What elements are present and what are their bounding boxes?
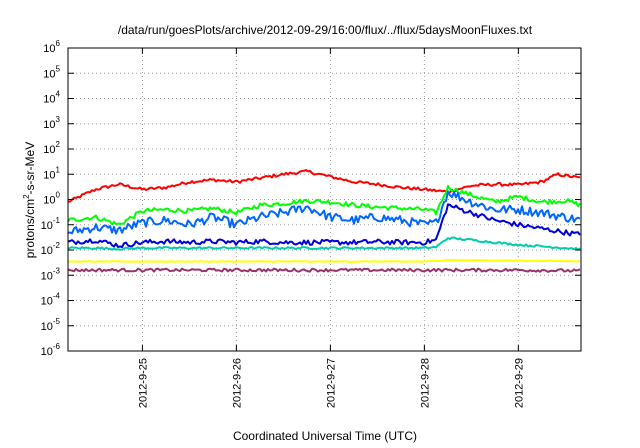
y-tick-label: 103	[43, 115, 60, 131]
y-tick-exponent: 0	[56, 191, 61, 200]
y-tick-exponent: 3	[56, 115, 61, 124]
y-tick-label: 102	[43, 140, 60, 156]
y-tick-exponent: -4	[53, 292, 61, 301]
chart-title: /data/run/goesPlots/archive/2012-09-29/1…	[118, 23, 533, 37]
series-line	[67, 258, 581, 263]
y-tick-base: 10	[41, 296, 53, 308]
y-axis-label-suffix: -s-sr-MeV	[23, 142, 37, 195]
y-tick-label: 10-3	[41, 266, 61, 282]
y-tick-label: 101	[43, 165, 60, 181]
y-tick-exponent: 4	[56, 90, 61, 99]
y-tick-base: 10	[43, 94, 55, 106]
y-tick-exponent: 5	[56, 64, 61, 73]
y-tick-exponent: -1	[53, 216, 61, 225]
y-tick-label: 10-1	[41, 216, 61, 232]
y-tick-exponent: -5	[53, 317, 61, 326]
y-tick-base: 10	[43, 119, 55, 131]
series-line	[67, 184, 581, 226]
y-axis-label-sup: 2	[22, 194, 31, 199]
x-axis: 2012-9-25 2012-9-26 2012-9-27 2012-9-28 2012…	[137, 48, 525, 408]
y-tick-base: 10	[41, 245, 53, 257]
series-layer	[67, 169, 581, 273]
y-axis: 10-610-510-410-310-210-11001011021031041…	[41, 39, 581, 358]
y-tick-base: 10	[43, 43, 55, 55]
series-line	[67, 236, 581, 251]
y-tick-exponent: 1	[56, 165, 61, 174]
y-tick-label: 10-5	[41, 317, 61, 333]
y-tick-exponent: 6	[56, 39, 61, 48]
y-tick-base: 10	[41, 270, 53, 282]
y-tick-label: 10-2	[41, 241, 61, 257]
y-axis-label: protons/cm2-s-sr-MeV	[22, 142, 37, 258]
y-axis-label-prefix: protons/cm	[23, 199, 37, 258]
x-tick-label: 2012-9-27	[325, 358, 337, 408]
y-tick-label: 105	[43, 64, 60, 80]
y-tick-base: 10	[41, 321, 53, 333]
y-tick-base: 10	[43, 144, 55, 156]
series-line	[67, 169, 581, 203]
y-tick-label: 106	[43, 39, 60, 55]
y-tick-label: 10-4	[41, 292, 61, 308]
y-tick-base: 10	[43, 68, 55, 80]
y-tick-label: 10-6	[41, 342, 61, 358]
x-axis-label: Coordinated Universal Time (UTC)	[233, 429, 417, 443]
series-line	[67, 190, 581, 235]
y-tick-base: 10	[43, 169, 55, 181]
y-tick-label: 100	[43, 191, 60, 207]
x-tick-label: 2012-9-28	[419, 358, 431, 408]
y-tick-exponent: -3	[53, 266, 61, 275]
x-tick-label: 2012-9-29	[513, 358, 525, 408]
x-tick-label: 2012-9-25	[137, 358, 149, 408]
y-tick-exponent: -2	[53, 241, 61, 250]
grid	[68, 48, 581, 351]
series-line	[67, 203, 581, 249]
y-tick-label: 104	[43, 90, 60, 106]
y-tick-base: 10	[41, 220, 53, 232]
x-tick-label: 2012-9-26	[231, 358, 243, 408]
y-tick-exponent: -6	[53, 342, 61, 351]
y-tick-exponent: 2	[56, 140, 61, 149]
y-tick-base: 10	[41, 346, 53, 358]
y-tick-base: 10	[43, 195, 55, 207]
series-line	[67, 267, 581, 273]
